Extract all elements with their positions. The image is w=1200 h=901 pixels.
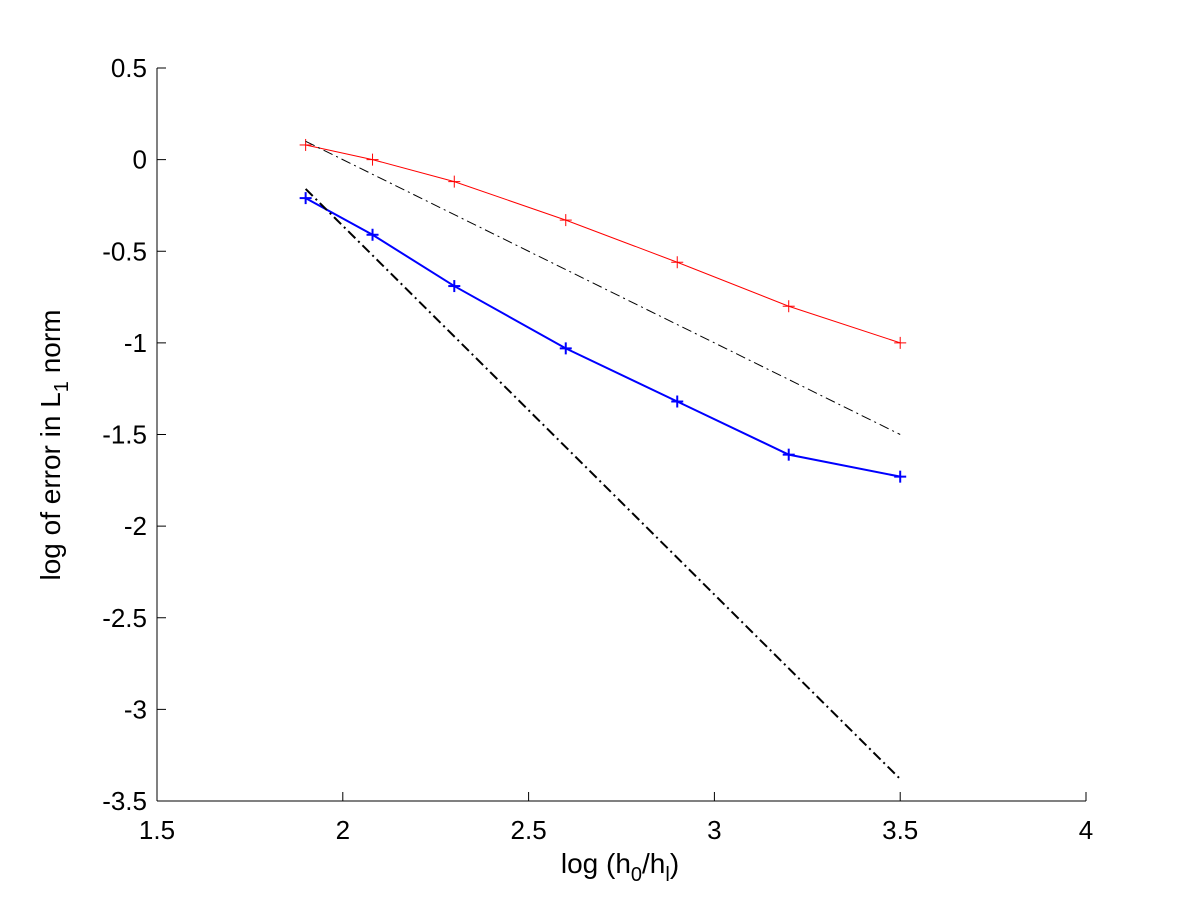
y-tick-label: -3.5 bbox=[102, 786, 147, 816]
x-tick-label: 2.5 bbox=[511, 815, 547, 845]
tick-group: 1.5 2 2.5 3 3.5 4 0.5 0 -0.5 -1 -1.5 -2 -2.5 -3 -3.5 bbox=[102, 53, 1093, 845]
x-axis-title-mid: /h bbox=[642, 848, 665, 879]
y-axis-title-suffix: norm bbox=[35, 309, 66, 381]
y-axis-title-prefix: log of error in L bbox=[35, 392, 66, 580]
y-axis-title: log of error in L1 norm bbox=[35, 309, 73, 580]
series-3-line bbox=[304, 188, 901, 780]
x-axis-title: log (h0/hl) bbox=[561, 848, 679, 886]
axes bbox=[156, 68, 1086, 802]
series-1-point bbox=[559, 342, 572, 355]
series-1-point bbox=[671, 395, 684, 408]
x-axis-title-prefix: log (h bbox=[561, 848, 631, 879]
series-1-point bbox=[299, 192, 312, 205]
series-0-point bbox=[366, 153, 379, 166]
series-1-line bbox=[305, 197, 901, 478]
x-tick-label: 1.5 bbox=[139, 815, 175, 845]
x-axis-title-sub2: l bbox=[665, 864, 669, 886]
series-1-point bbox=[366, 228, 379, 241]
series-2-line bbox=[305, 140, 901, 435]
series-0-point bbox=[671, 256, 684, 269]
x-tick-label: 2 bbox=[336, 815, 350, 845]
y-tick-label: 0 bbox=[133, 145, 147, 175]
series-0-point bbox=[894, 336, 907, 349]
series-0-point bbox=[782, 300, 795, 313]
x-axis-title-suffix: ) bbox=[670, 848, 679, 879]
series-1-point bbox=[894, 470, 907, 483]
series-0-point bbox=[299, 138, 312, 151]
series-group bbox=[299, 138, 907, 780]
x-tick-label: 4 bbox=[1079, 815, 1093, 845]
y-tick-label: 0.5 bbox=[111, 53, 147, 83]
y-tick-label: -3 bbox=[124, 694, 147, 724]
series-0-point bbox=[448, 175, 461, 188]
y-axis-title-sub: 1 bbox=[51, 381, 73, 392]
x-tick-label: 3.5 bbox=[882, 815, 918, 845]
y-tick-label: -1.5 bbox=[102, 420, 147, 450]
series-1-point bbox=[448, 280, 461, 293]
series-0-point bbox=[559, 214, 572, 227]
y-tick-label: -2.5 bbox=[102, 603, 147, 633]
y-tick-label: -2 bbox=[124, 511, 147, 541]
series-1-point bbox=[782, 448, 795, 461]
y-tick-label: -0.5 bbox=[102, 236, 147, 266]
x-tick-label: 3 bbox=[707, 815, 721, 845]
x-axis-title-sub1: 0 bbox=[631, 864, 642, 886]
series-0-line bbox=[305, 144, 901, 344]
y-tick-label: -1 bbox=[124, 328, 147, 358]
